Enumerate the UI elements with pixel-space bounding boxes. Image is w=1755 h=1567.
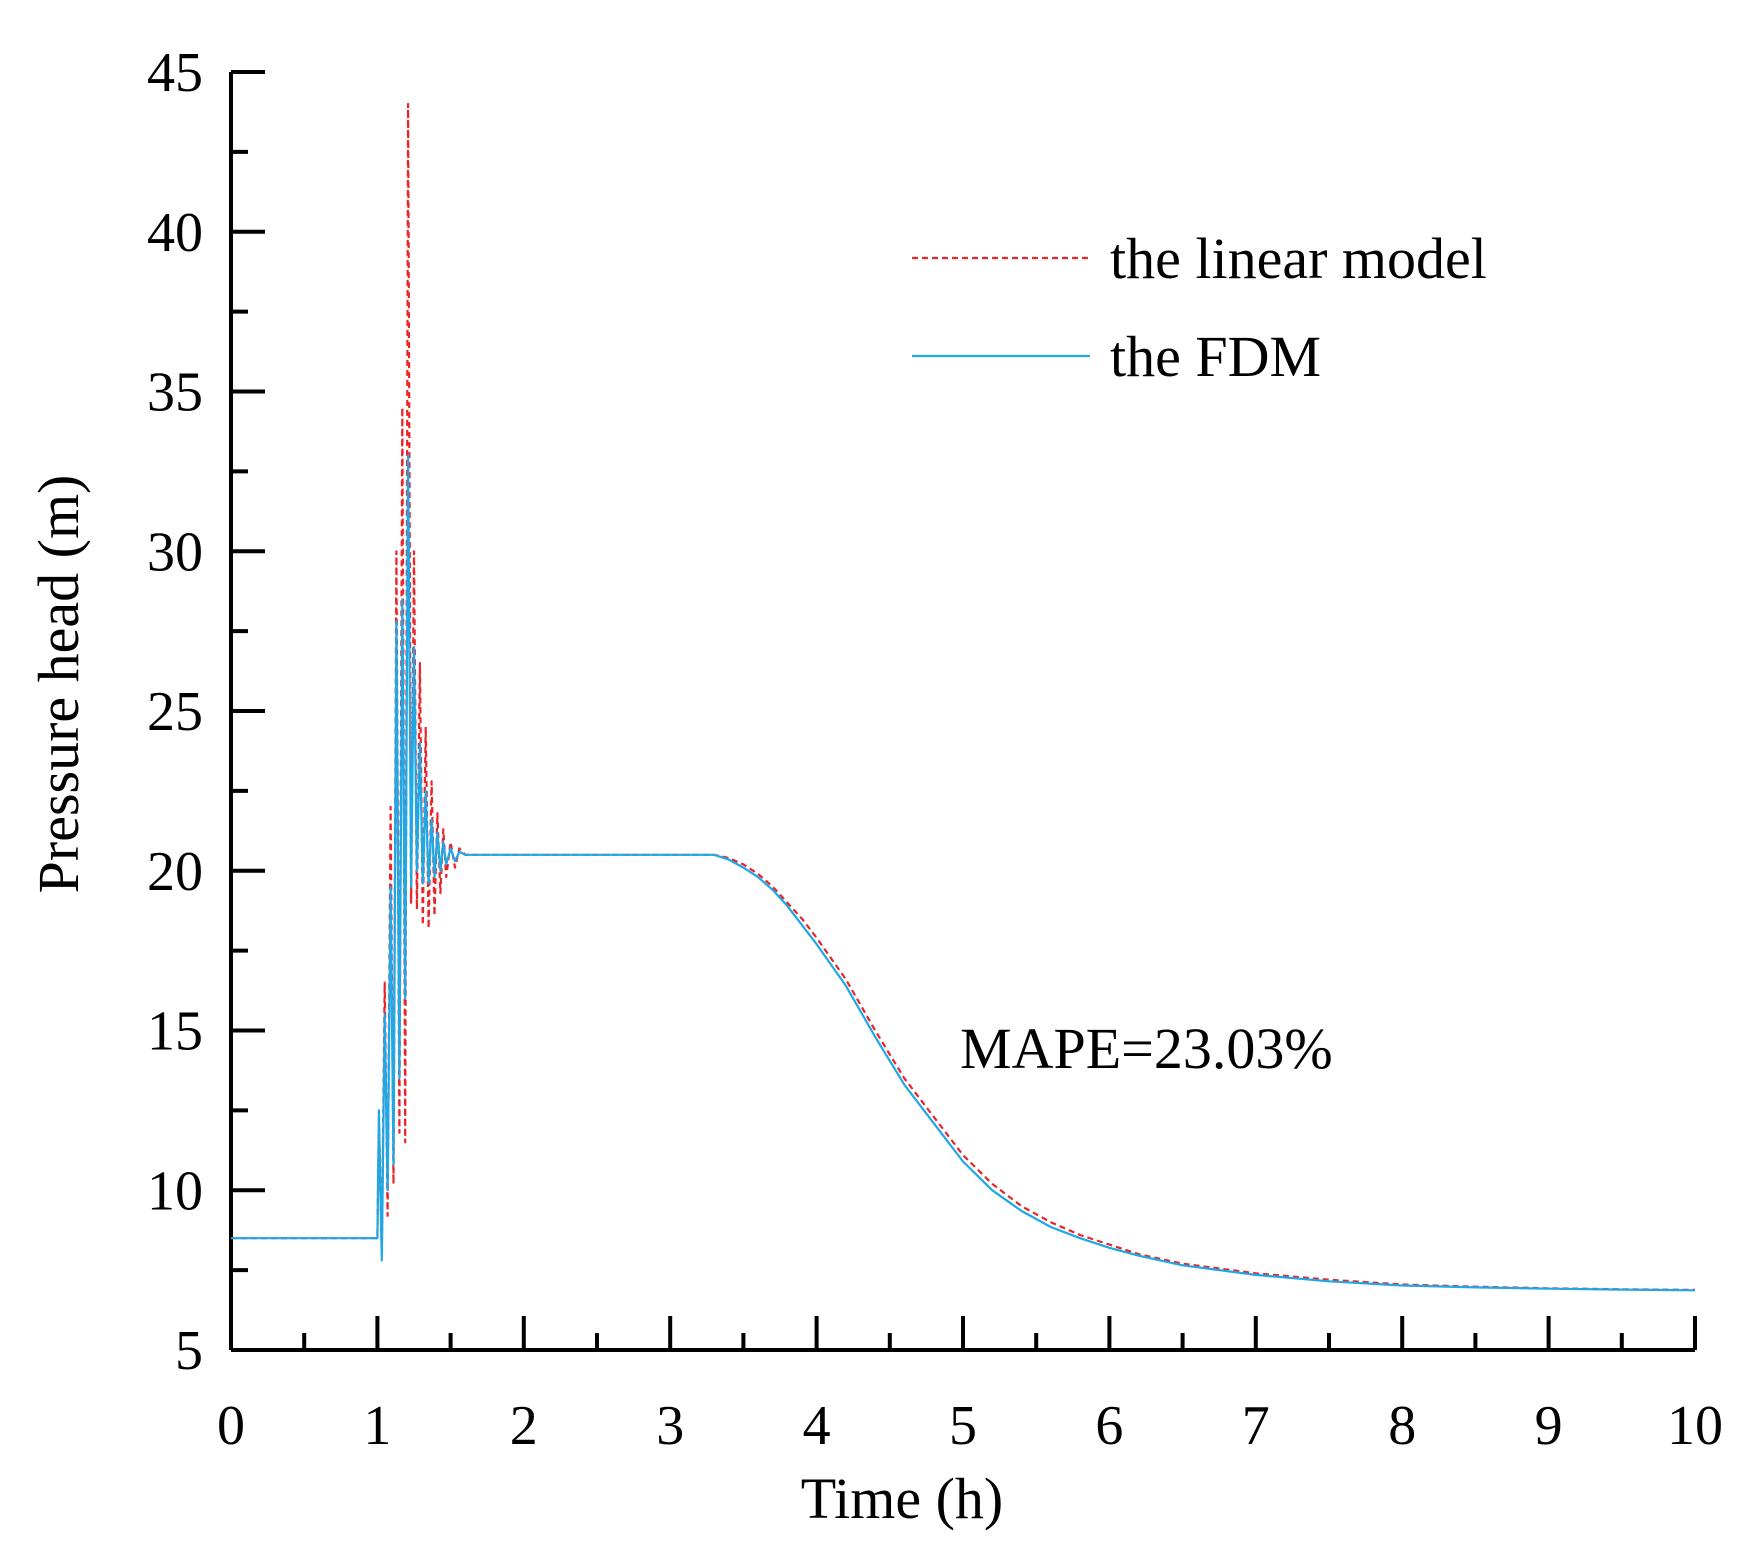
legend-label-fdm: the FDM	[1110, 324, 1321, 389]
legend-label-linear-model: the linear model	[1110, 226, 1487, 291]
y-tick-label: 5	[175, 1320, 203, 1382]
x-tick-label: 0	[217, 1395, 245, 1457]
legend: the linear model the FDM	[912, 226, 1487, 389]
x-tick-label: 10	[1667, 1395, 1723, 1457]
y-tick-label: 15	[147, 1001, 203, 1063]
x-tick-label: 3	[656, 1395, 684, 1457]
y-tick-label: 25	[147, 681, 203, 743]
y-axis-title: Pressure head (m)	[26, 475, 91, 894]
y-tick-label: 30	[147, 521, 203, 583]
y-tick-label: 40	[147, 202, 203, 264]
x-tick-label: 1	[363, 1395, 391, 1457]
y-tick-label: 10	[147, 1160, 203, 1222]
x-tick-label: 4	[803, 1395, 831, 1457]
x-tick-label: 2	[510, 1395, 538, 1457]
x-tick-label: 6	[1095, 1395, 1123, 1457]
y-tick-label: 20	[147, 841, 203, 903]
y-tick-label: 35	[147, 362, 203, 424]
series-line-fdm	[231, 454, 1696, 1292]
x-axis-title: Time (h)	[801, 1466, 1004, 1531]
x-tick-label: 9	[1535, 1395, 1563, 1457]
x-tick-label: 8	[1388, 1395, 1416, 1457]
series-layer	[231, 102, 1696, 1292]
y-tick-label: 45	[147, 42, 203, 104]
mape-annotation: MAPE=23.03%	[960, 1016, 1333, 1081]
x-tick-label: 5	[949, 1395, 977, 1457]
x-tick-label: 7	[1242, 1395, 1270, 1457]
